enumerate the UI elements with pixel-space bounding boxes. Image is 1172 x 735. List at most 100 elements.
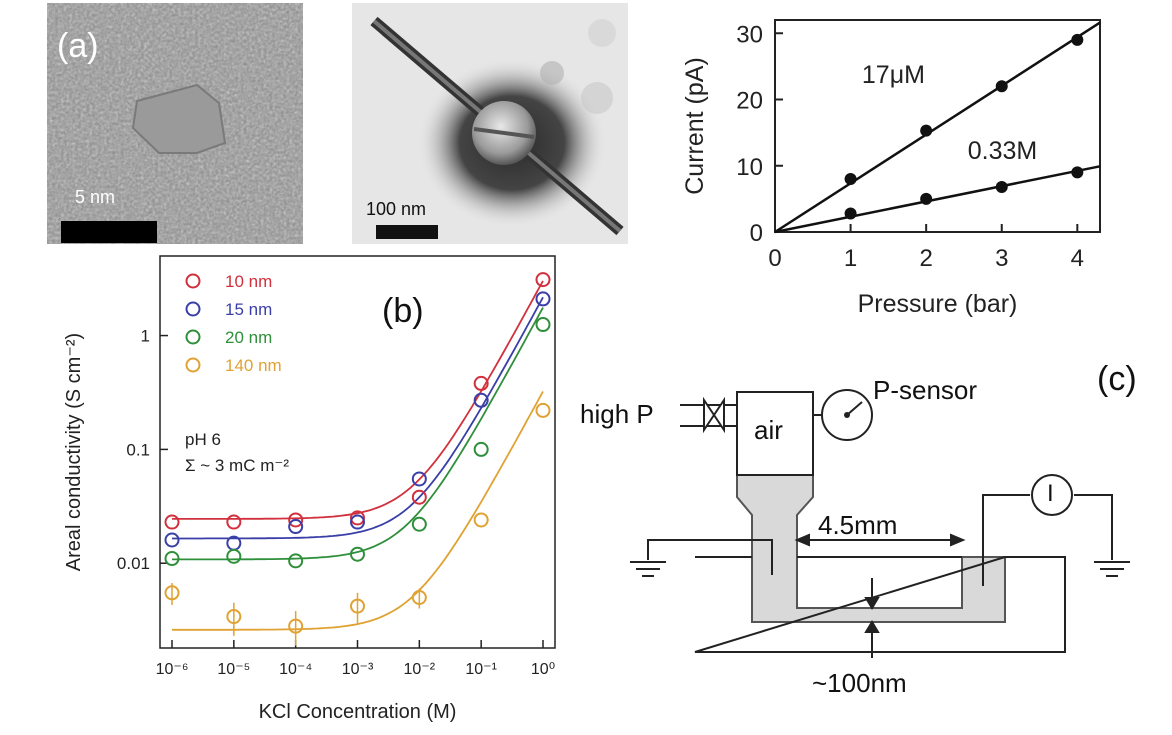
data-point: [288, 512, 304, 528]
y-axis-label: Areal conductivity (S cm⁻²): [63, 333, 85, 571]
data-point: [844, 173, 857, 185]
valve-icon: [680, 396, 737, 434]
legend-marker: [185, 329, 201, 345]
data-point: [164, 514, 180, 530]
data-point: [164, 551, 180, 567]
scale-bar-large: [376, 225, 438, 239]
x-axis-label: Pressure (bar): [858, 290, 1018, 318]
fit-curve-1: [172, 280, 544, 520]
depth-dimension: [864, 578, 880, 658]
panel-a-label: (a): [57, 27, 99, 65]
data-point: [920, 124, 933, 137]
data-point: [164, 585, 180, 601]
fit-curve-2: [172, 296, 544, 540]
data-point: [164, 532, 180, 548]
gap-label: 4.5mm: [818, 510, 898, 540]
reservoir: [694, 556, 1066, 653]
data-point: [995, 80, 1008, 93]
ground-right-icon: [982, 494, 1130, 586]
data-point: [473, 392, 489, 408]
x-tick-label: 10⁻¹: [465, 661, 497, 678]
data-point: [288, 618, 304, 634]
depth-label: ~100nm: [812, 668, 907, 698]
y-tick-label: 20: [736, 88, 763, 115]
y-tick-label: 0.1: [126, 440, 150, 459]
fit-line-1: [774, 21, 1101, 234]
ammeter-label: I: [1047, 480, 1054, 507]
air-label: air: [754, 415, 783, 445]
x-tick-label: 3: [995, 245, 1008, 272]
tem-image-large: 100 nm: [352, 3, 628, 244]
series-label: 17μM: [862, 61, 925, 89]
high-p-label: high P: [580, 399, 654, 429]
x-tick-label: 2: [919, 245, 932, 272]
data-point: [226, 609, 242, 625]
data-point: [350, 510, 365, 526]
data-point: [288, 553, 304, 569]
x-tick-label: 10⁻²: [404, 661, 436, 678]
legend-label: 15 nm: [225, 300, 272, 319]
panel-b-label: (b): [382, 292, 424, 330]
data-point: [288, 519, 304, 535]
x-tick-label: 10⁻³: [342, 661, 374, 678]
series-label: 0.33M: [968, 137, 1037, 165]
data-point: [535, 291, 551, 307]
areal-conductivity-chart: 10⁻⁶ 10⁻⁵ 10⁻⁴ 10⁻³ 10⁻² 10⁻¹ 10⁰ 0.01 0.1 1 KCl C…: [63, 255, 556, 723]
fit-curve-3: [172, 307, 544, 561]
data-point: [411, 516, 427, 532]
legend-label: 140 nm: [225, 356, 282, 375]
p-sensor-label: P-sensor: [873, 375, 978, 405]
annotation-ph: pH 6: [185, 430, 221, 449]
data-point: [226, 548, 242, 564]
data-point: [1071, 33, 1084, 46]
data-point: [535, 317, 551, 333]
legend-marker: [185, 273, 201, 289]
scale-label-small: 5 nm: [75, 187, 116, 207]
data-point: [350, 514, 365, 530]
x-tick-label: 1: [844, 245, 857, 272]
setup-schematic: [630, 389, 1130, 658]
data-point: [226, 514, 242, 530]
x-tick-label: 4: [1071, 245, 1084, 272]
y-tick-label: 1: [141, 327, 150, 346]
fit-line-2: [774, 165, 1101, 234]
pressure-current-chart: 0 1 2 3 4 0 10 20 30 Pressure (bar) Current (pA) 1…: [681, 19, 1101, 318]
nanopore-shape: [131, 83, 227, 154]
data-point: [535, 272, 551, 288]
ground-left-icon: [630, 539, 773, 577]
tem-image-large-drawing: [370, 16, 624, 236]
data-point: [411, 471, 427, 487]
x-tick-label: 10⁻⁶: [156, 661, 189, 678]
data-point: [411, 589, 427, 605]
y-tick-label: 30: [736, 21, 763, 48]
plot-frame: [159, 255, 556, 649]
data-point: [226, 535, 242, 551]
pressure-gauge-icon: [821, 389, 873, 441]
legend-label: 10 nm: [225, 272, 272, 291]
y-tick-label: 0: [750, 220, 763, 247]
data-point: [995, 180, 1008, 193]
data-point: [1071, 166, 1084, 179]
x-tick-label: 0: [768, 245, 781, 272]
data-point: [535, 402, 551, 418]
legend-marker: [185, 301, 201, 317]
data-point: [473, 441, 489, 457]
x-tick-label: 10⁰: [531, 661, 555, 678]
data-point: [411, 489, 427, 505]
tem-image-small-texture: [47, 3, 303, 244]
y-tick-label: 10: [736, 154, 763, 181]
data-point: [350, 598, 365, 614]
air-chamber: [736, 391, 814, 476]
data-point: [473, 512, 489, 528]
x-tick-label: 10⁻⁵: [217, 661, 250, 678]
y-axis-label: Current (pA): [681, 57, 709, 195]
legend-label: 20 nm: [225, 328, 272, 347]
data-point: [473, 375, 489, 391]
gap-dimension: [794, 533, 966, 547]
data-point: [350, 546, 365, 562]
x-axis-label: KCl Concentration (M): [259, 701, 457, 723]
panel-c-label: (c): [1097, 360, 1137, 398]
y-tick-label: 0.01: [117, 554, 150, 573]
scale-label-large: 100 nm: [366, 199, 427, 219]
plot-frame: [774, 19, 1101, 233]
